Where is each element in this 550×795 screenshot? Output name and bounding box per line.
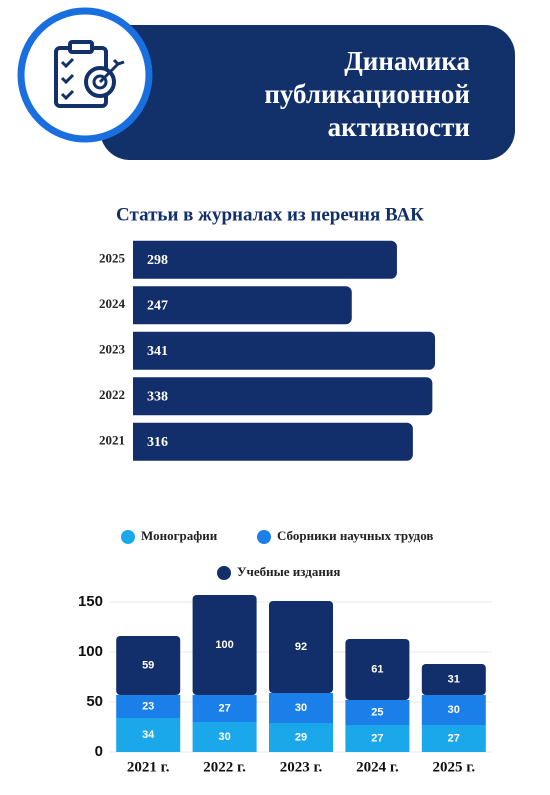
- bar: [133, 286, 352, 325]
- bar: [133, 240, 397, 279]
- value-label: 30: [218, 731, 230, 743]
- value-label: 92: [295, 641, 307, 653]
- x-tick-label: 2023 г.: [280, 759, 323, 775]
- bar-segment: [116, 695, 181, 718]
- y-tick-label: 2024: [99, 296, 126, 311]
- banner: Динамика публикационной активности: [100, 25, 515, 160]
- bar-segment: [116, 636, 181, 695]
- legend-swatch: [257, 530, 271, 544]
- bar-segment: [192, 695, 257, 722]
- bar-segment: [345, 725, 410, 752]
- legend-label: Сборники научных трудов: [277, 528, 433, 543]
- x-tick-label: 2022 г.: [203, 759, 246, 775]
- value-label: 25: [371, 706, 383, 718]
- bar-segment: [421, 725, 486, 752]
- x-tick-label: 2025 г.: [432, 759, 475, 775]
- bar: [133, 422, 413, 461]
- value-label: 247: [147, 298, 168, 313]
- value-label: 29: [295, 731, 307, 743]
- value-label: 316: [147, 435, 168, 450]
- chart-title: Статьи в журналах из перечня ВАК: [116, 204, 424, 225]
- value-label: 100: [215, 639, 233, 651]
- value-label: 27: [371, 732, 383, 744]
- bar-segment: [192, 722, 257, 752]
- value-label: 338: [147, 389, 168, 404]
- y-tick-label: 100: [78, 643, 103, 660]
- header-title: Динамика публикационной активности: [264, 46, 470, 142]
- bar-segment: [421, 664, 486, 695]
- bar-segment: [345, 700, 410, 725]
- value-label: 27: [218, 702, 230, 714]
- value-label: 30: [448, 704, 460, 716]
- bar-segment: [116, 718, 181, 752]
- value-label: 34: [142, 729, 155, 741]
- bar: [133, 331, 436, 370]
- x-tick-label: 2024 г.: [356, 759, 399, 775]
- value-label: 298: [147, 253, 168, 268]
- y-tick-label: 2025: [99, 251, 126, 266]
- value-label: 27: [448, 732, 460, 744]
- y-tick-label: 2023: [99, 342, 126, 357]
- value-label: 23: [142, 700, 154, 712]
- y-tick-label: 50: [86, 693, 103, 710]
- value-label: 30: [295, 702, 307, 714]
- bar-segment: [269, 601, 333, 693]
- bar: [133, 377, 433, 416]
- x-tick-label: 2021 г.: [127, 759, 170, 775]
- value-label: 59: [142, 659, 154, 671]
- legend-swatch: [217, 566, 231, 580]
- y-tick-label: 150: [78, 593, 103, 610]
- y-tick-label: 2022: [99, 387, 125, 402]
- icon: [17, 7, 153, 143]
- value-label: 61: [371, 663, 383, 675]
- value-label: 341: [147, 344, 168, 359]
- y-tick-label: 0: [95, 743, 103, 760]
- bar-segment: [345, 639, 410, 700]
- legend-label: Учебные издания: [237, 564, 340, 579]
- bar-segment: [421, 695, 486, 725]
- y-tick-label: 2021: [99, 433, 125, 448]
- bar-segment: [192, 595, 257, 695]
- bar-segment: [269, 693, 333, 723]
- legend-swatch: [121, 530, 135, 544]
- value-label: 31: [448, 673, 460, 685]
- legend-label: Монографии: [141, 528, 218, 543]
- bar-segment: [269, 723, 333, 752]
